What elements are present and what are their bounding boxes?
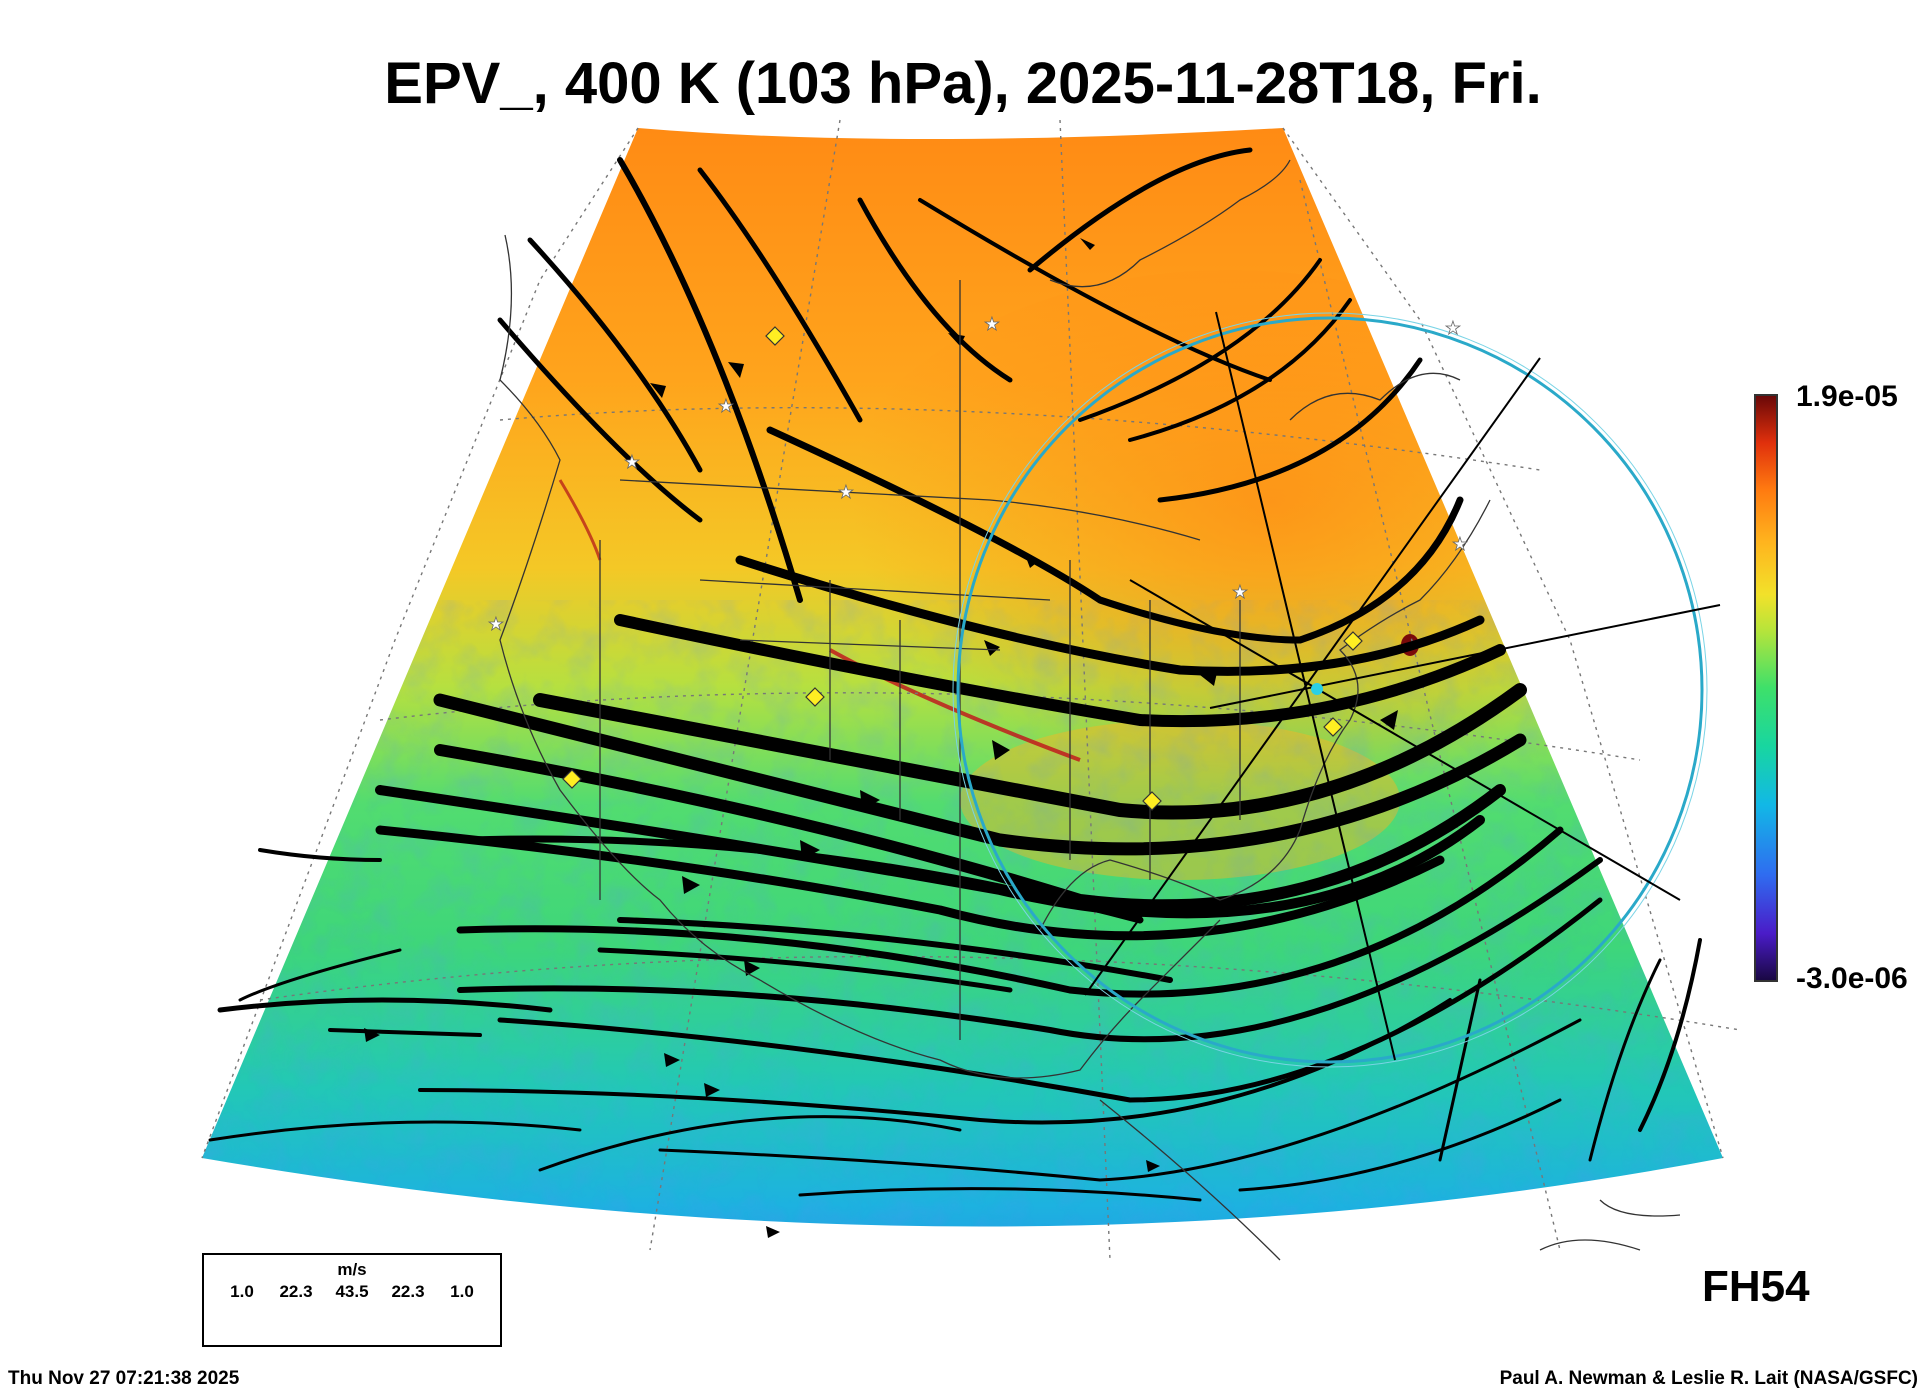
wind-legend-value: 43.5 <box>335 1282 369 1301</box>
svg-text:★: ★ <box>1452 534 1468 554</box>
wind-legend-value: 1.0 <box>450 1282 474 1301</box>
svg-text:★: ★ <box>838 482 854 502</box>
graticule <box>201 119 1741 1261</box>
svg-text:★: ★ <box>488 614 504 634</box>
chart-title: EPV_, 400 K (103 hPa), 2025-11-28T18, Fr… <box>384 51 1542 116</box>
svg-text:★: ★ <box>718 396 734 416</box>
credit: Paul A. Newman & Leslie R. Lait (NASA/GS… <box>1499 1368 1918 1389</box>
svg-text:★: ★ <box>1232 582 1248 602</box>
colorbar-max-label: 1.9e-05 <box>1796 380 1898 413</box>
timestamp: Thu Nov 27 07:21:38 2025 <box>8 1368 240 1389</box>
svg-text:★: ★ <box>624 452 640 472</box>
wind-legend: m/s 1.0 22.3 43.5 22.3 1.0 <box>202 1253 502 1347</box>
wind-legend-value: 22.3 <box>391 1282 425 1301</box>
colorbar-min-label: -3.0e-06 <box>1796 962 1908 995</box>
radial-lines <box>1084 311 1721 1061</box>
forecast-hour-label: FH54 <box>1702 1262 1810 1311</box>
range-ring <box>952 312 1708 1068</box>
wind-legend-value: 22.3 <box>279 1282 313 1301</box>
svg-text:★: ★ <box>1445 318 1461 338</box>
svg-text:★: ★ <box>984 314 1000 334</box>
streamline-arrowheads <box>364 238 1398 1238</box>
wind-legend-value: 1.0 <box>230 1282 254 1301</box>
wind-legend-unit: m/s <box>337 1260 367 1279</box>
colorbar <box>1754 394 1778 982</box>
white-star-markers: ★ ★ ★ ★ ★ ★ ★ ★ <box>488 314 1469 635</box>
yellow-diamond-markers <box>562 326 1363 811</box>
center-marker <box>1311 683 1323 695</box>
